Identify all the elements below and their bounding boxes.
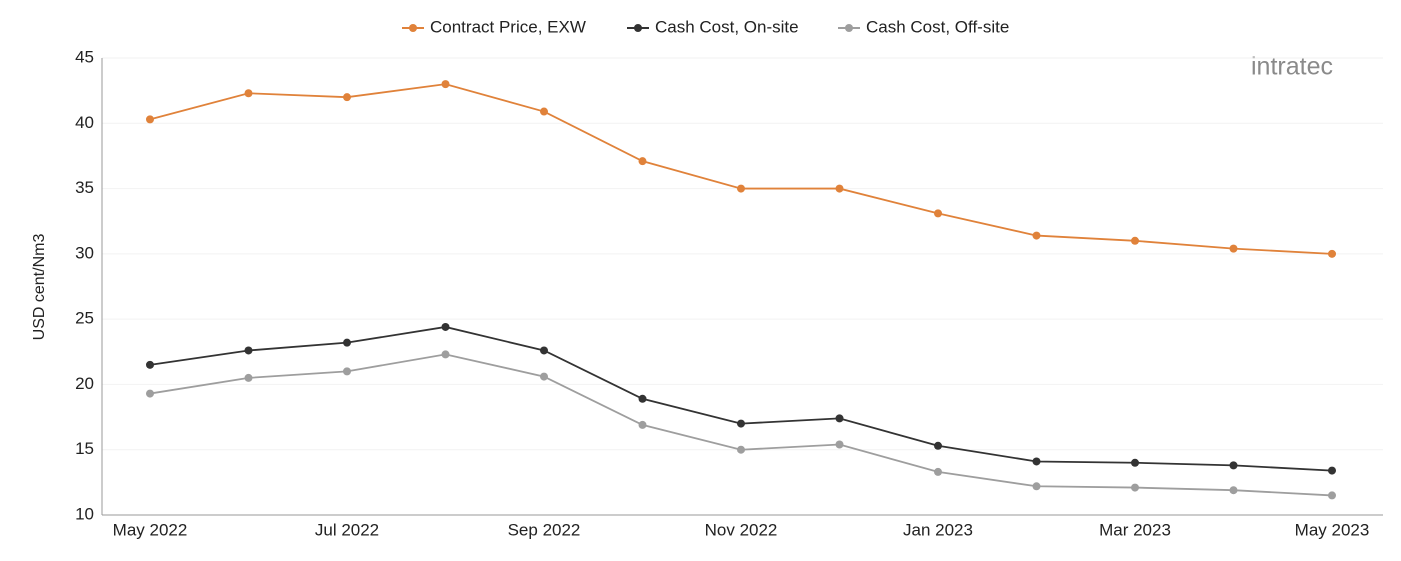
- point: [638, 420, 647, 429]
- point: [1032, 482, 1041, 491]
- y-tick-label: 20: [75, 374, 94, 393]
- point: [146, 115, 154, 124]
- y-tick-label: 10: [75, 504, 94, 523]
- logo: intratec: [1251, 53, 1333, 81]
- point: [737, 184, 745, 193]
- point: [441, 80, 450, 89]
- y-tick-label: 35: [75, 178, 94, 197]
- point: [1328, 249, 1336, 258]
- point: [737, 419, 745, 428]
- point: [1328, 466, 1336, 475]
- point: [737, 445, 745, 454]
- point: [244, 373, 253, 382]
- series-line: [149, 83, 1333, 255]
- x-tick-label: Jan 2023: [903, 520, 973, 539]
- legend-label: Cash Cost, Off-site: [866, 17, 1009, 36]
- point: [343, 338, 351, 347]
- x-tick-label: May 2022: [113, 520, 188, 539]
- point: [540, 346, 548, 355]
- point: [1229, 244, 1238, 253]
- y-axis-label: USD cent/Nm3: [31, 234, 48, 341]
- point: [1131, 236, 1139, 245]
- point: [343, 367, 351, 376]
- point: [1131, 483, 1139, 492]
- point: [835, 414, 844, 423]
- point: [1328, 491, 1336, 500]
- legend-marker: [845, 24, 853, 32]
- y-tick-label: 40: [75, 113, 94, 132]
- y-tick-label: 30: [75, 243, 94, 262]
- point: [1032, 231, 1041, 240]
- y-tick-label: 45: [75, 47, 94, 66]
- point: [835, 440, 844, 449]
- point: [1229, 486, 1238, 495]
- point: [244, 346, 253, 355]
- point: [540, 372, 548, 381]
- legend-label: Cash Cost, On-site: [655, 17, 799, 36]
- x-tick-label: May 2023: [1295, 520, 1370, 539]
- legend-marker: [634, 24, 642, 32]
- point: [343, 93, 351, 102]
- point: [244, 89, 253, 98]
- legend-marker: [409, 24, 417, 32]
- point: [638, 394, 647, 403]
- x-tick-label: Sep 2022: [508, 520, 581, 539]
- point: [934, 209, 942, 218]
- y-tick-label: 25: [75, 309, 94, 328]
- point: [1229, 461, 1238, 470]
- point: [441, 322, 450, 331]
- x-tick-label: Jul 2022: [315, 520, 379, 539]
- legend-label: Contract Price, EXW: [430, 17, 586, 36]
- point: [441, 350, 450, 359]
- point: [540, 107, 548, 116]
- point: [1032, 457, 1041, 466]
- point: [1131, 458, 1139, 467]
- x-tick-label: Mar 2023: [1099, 520, 1171, 539]
- point: [638, 157, 647, 166]
- point: [835, 184, 844, 193]
- point: [146, 389, 154, 398]
- point: [146, 360, 154, 369]
- y-tick-label: 15: [75, 439, 94, 458]
- point: [934, 467, 942, 476]
- point: [934, 441, 942, 450]
- x-tick-label: Nov 2022: [705, 520, 778, 539]
